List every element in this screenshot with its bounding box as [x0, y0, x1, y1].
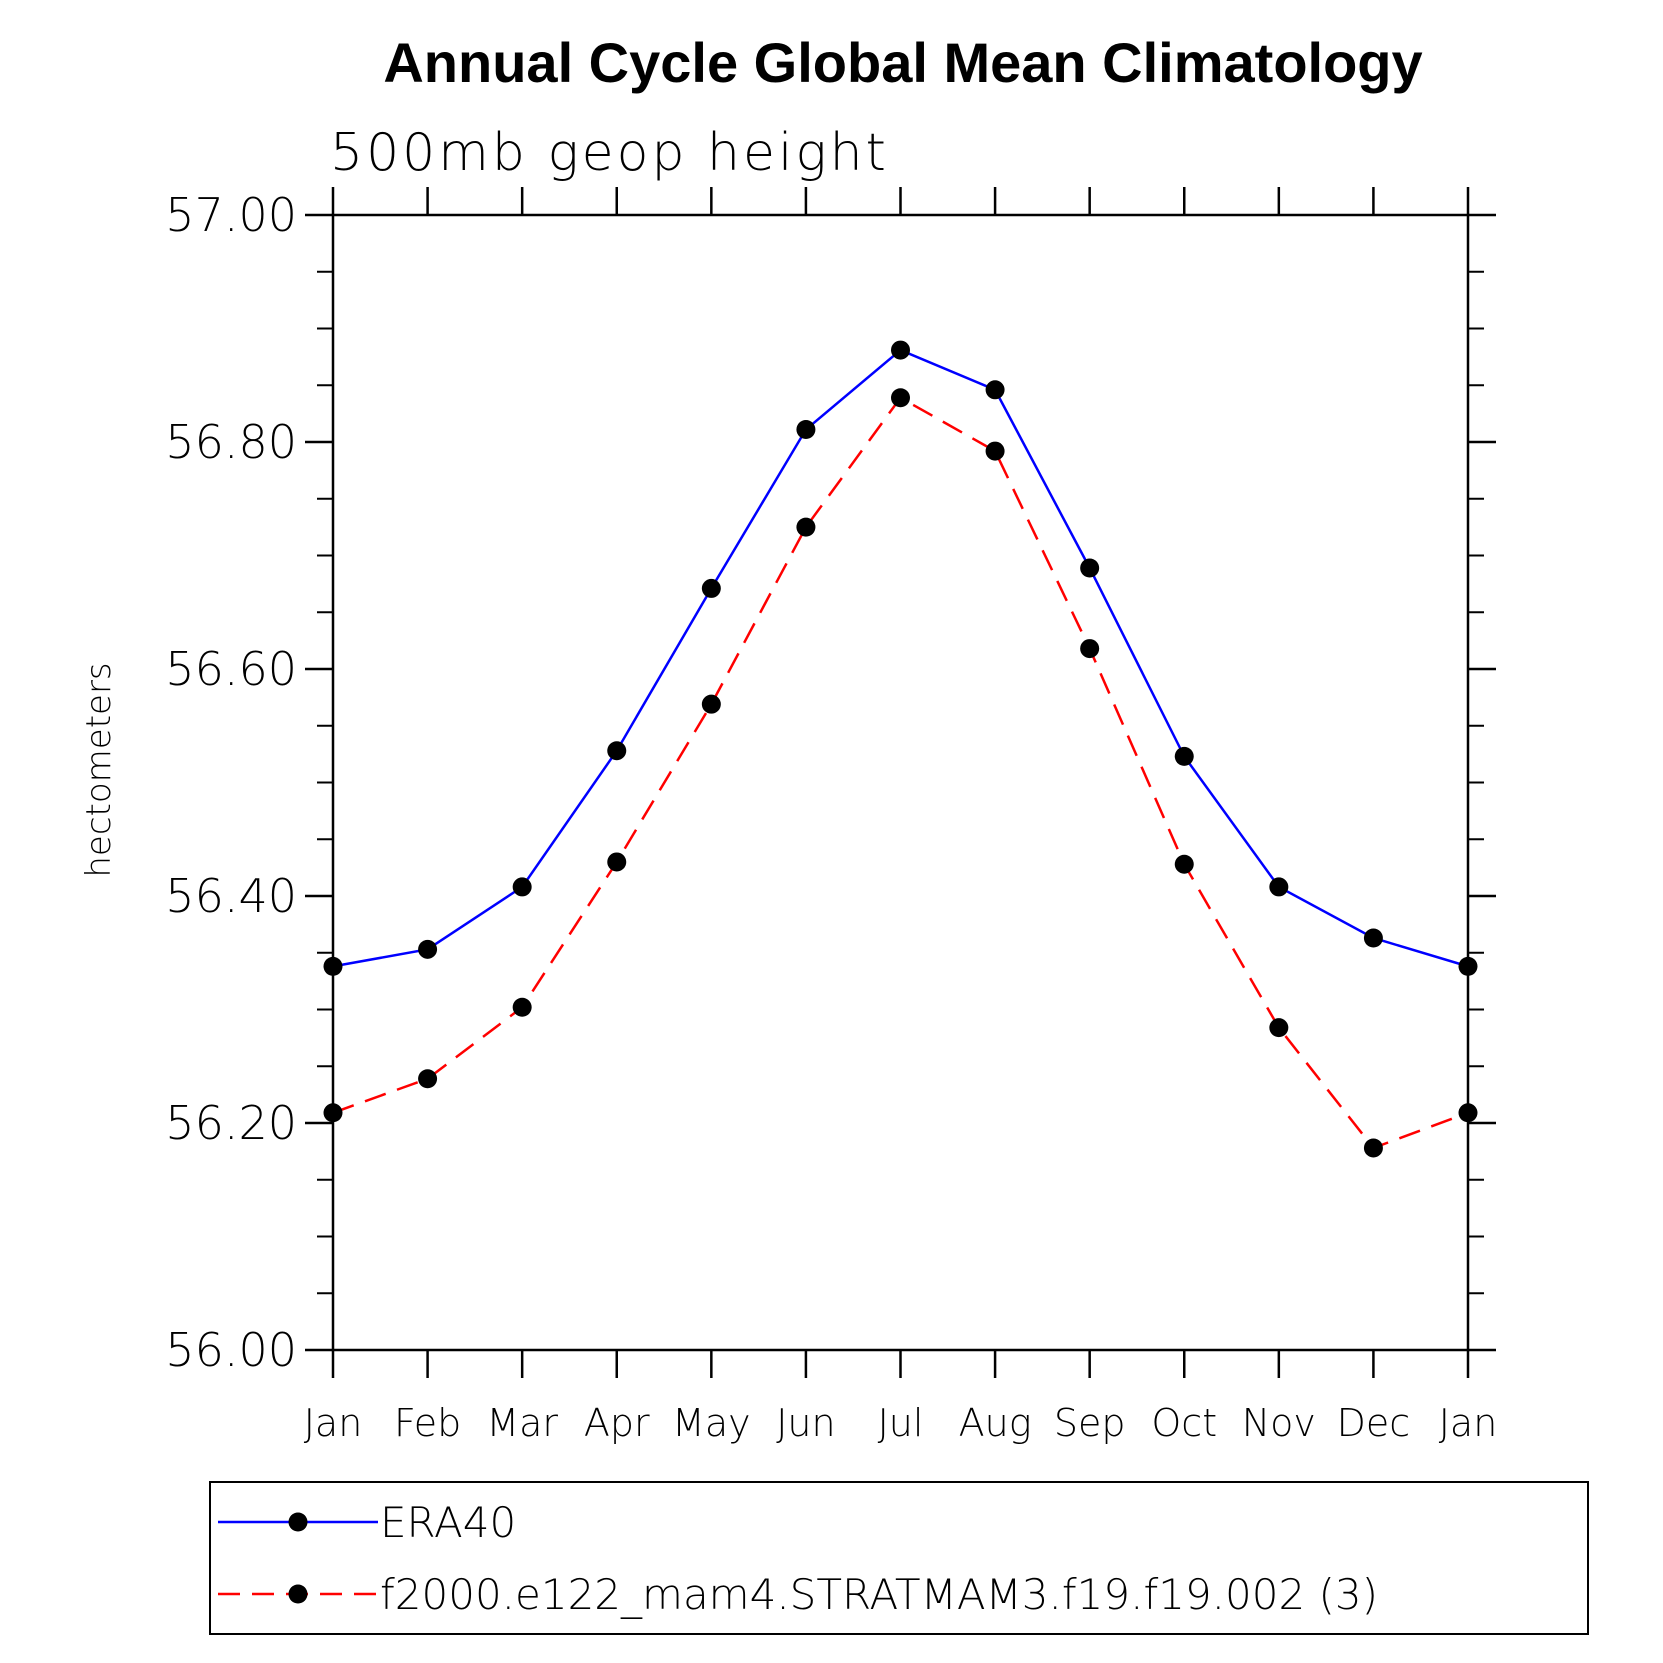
x-tick-label: May — [672, 1401, 751, 1445]
series-0-point — [796, 420, 816, 440]
series-0-point — [985, 380, 1005, 400]
series-1-point — [1363, 1138, 1383, 1158]
series-0-point — [1269, 877, 1289, 897]
x-tick-label: Sep — [1054, 1401, 1126, 1445]
x-tick-label: Dec — [1337, 1401, 1411, 1445]
series-0-point — [1080, 558, 1100, 578]
series-1-point — [891, 388, 910, 408]
chart-title: Annual Cycle Global Mean Climatology — [383, 31, 1422, 94]
series-0-point — [607, 741, 627, 761]
y-tick-label: 56.20 — [165, 1096, 297, 1150]
x-tick-label: Jan — [1439, 1401, 1498, 1445]
legend-marker-1 — [288, 1584, 308, 1604]
series-0-point — [512, 877, 532, 897]
legend-box — [209, 1481, 1589, 1635]
series-1-point — [1269, 1018, 1289, 1038]
series-line-0 — [332, 348, 1469, 968]
y-tick-label: 56.40 — [165, 869, 297, 923]
x-tick-label: Aug — [959, 1401, 1032, 1445]
series-1-point — [418, 1069, 438, 1089]
series-0-point — [1174, 746, 1194, 766]
x-tick-label: Jan — [304, 1401, 363, 1445]
series-1-point — [323, 1103, 343, 1123]
series-1-point — [1174, 854, 1194, 874]
series-1-point — [607, 852, 627, 872]
series-0-point — [891, 340, 910, 360]
legend: ERA40 f2000.e122_mam4.STRATMAM3.f19.f19.0… — [209, 1481, 1589, 1635]
series-1-point — [1458, 1103, 1478, 1123]
series-1-point — [701, 694, 721, 714]
y-tick-label: 56.60 — [165, 642, 297, 696]
x-tick-label: Nov — [1242, 1401, 1316, 1445]
x-tick-label: Oct — [1151, 1401, 1217, 1445]
series-1-point — [1080, 639, 1100, 659]
x-tick-label: Jul — [878, 1401, 924, 1445]
x-tick-label: Mar — [486, 1401, 558, 1445]
y-axis-label: hectometers — [79, 662, 119, 877]
series-0-point — [418, 939, 438, 959]
y-tick-label: 57.00 — [165, 188, 297, 242]
series-line-1 — [332, 396, 1469, 1150]
series-0-point — [323, 956, 343, 976]
series-0-point — [1363, 928, 1383, 948]
axes: 56.00 56.20 56.40 56.60 56.80 57.00 Jan Feb Mar A… — [165, 187, 1497, 1445]
series-1-point — [512, 997, 532, 1017]
y-tick-label: 56.00 — [165, 1323, 297, 1377]
series-1-point — [985, 441, 1005, 461]
series-0-point — [701, 578, 721, 598]
legend-marker-0 — [288, 1512, 308, 1532]
legend-entry-0: ERA40 — [380, 1498, 516, 1547]
chart-subtitle: 500mb geop height — [330, 123, 889, 183]
x-tick-label: Jun — [776, 1401, 835, 1445]
x-tick-label: Feb — [394, 1401, 461, 1445]
legend-entry-1: f2000.e122_mam4.STRATMAM3.f19.f19.002 (3… — [380, 1570, 1378, 1619]
series-group — [323, 340, 1478, 1158]
series-1-point — [796, 517, 816, 537]
plot-frame — [331, 213, 1470, 1352]
y-tick-label: 56.80 — [165, 415, 297, 469]
series-0-point — [1458, 956, 1478, 976]
x-tick-label: Apr — [584, 1401, 650, 1445]
